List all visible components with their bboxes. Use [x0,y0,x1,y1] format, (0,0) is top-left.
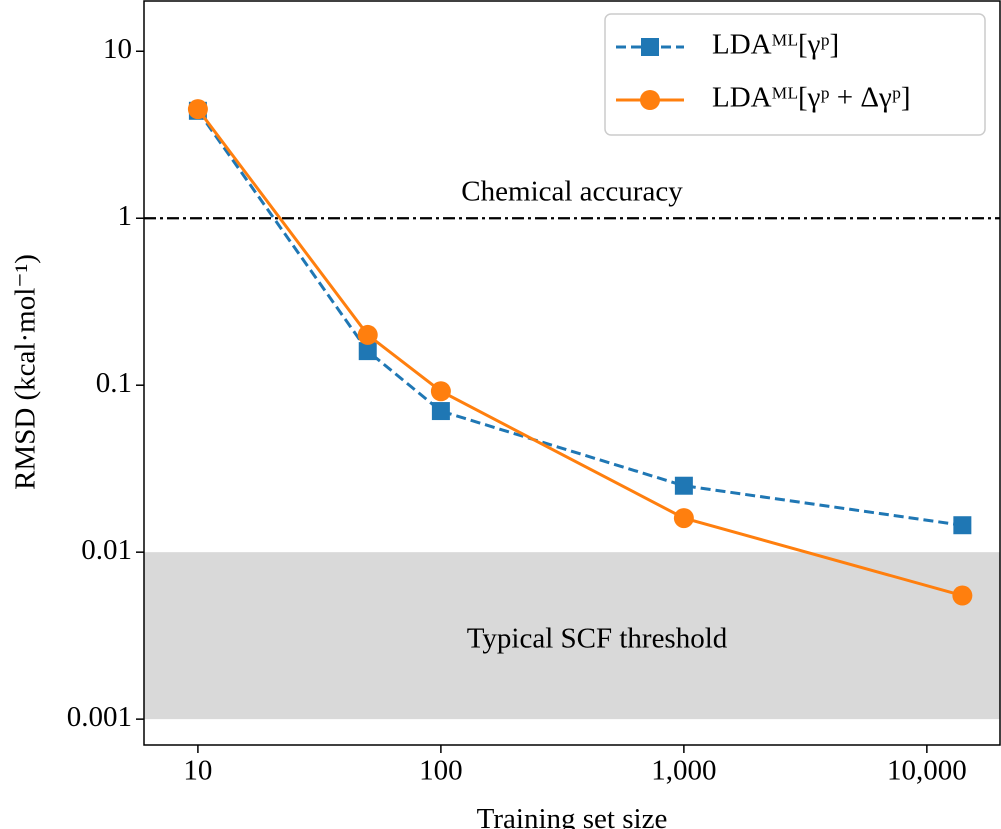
legend-marker [641,38,659,56]
data-point [430,381,451,402]
x-axis-label: Training set size [477,803,668,829]
data-point [953,516,972,535]
x-tick-label: 10,000 [887,755,967,787]
reference-label: Chemical accuracy [461,176,683,208]
plot-frame [143,0,1001,746]
y-tick-label: 0.1 [96,367,132,399]
data-point [358,342,377,361]
y-tick-label: 1 [118,200,133,232]
legend-label: LDAᴹᴸ[γᵖ + Δγᵖ] [712,82,911,114]
data-point [674,476,693,495]
y-tick-label: 0.001 [67,701,132,733]
data-point [952,585,973,606]
y-tick-label: 10 [103,33,132,65]
legend-marker [640,90,660,110]
data-point [431,402,450,421]
x-tick-label: 1,000 [651,755,716,787]
x-tick-label: 100 [419,755,463,787]
series-line [196,109,963,527]
y-axis-label: RMSD (kcal·mol⁻¹) [10,254,42,490]
data-point [187,99,208,120]
legend-label: LDAᴹᴸ[γᵖ] [712,29,839,61]
data-point [357,324,378,345]
data-point [673,508,694,529]
band-label: Typical SCF threshold [467,623,728,655]
legend-box [604,13,986,136]
y-tick-label: 0.01 [81,534,132,566]
x-tick-label: 10 [183,755,212,787]
threshold-band [144,552,1000,720]
